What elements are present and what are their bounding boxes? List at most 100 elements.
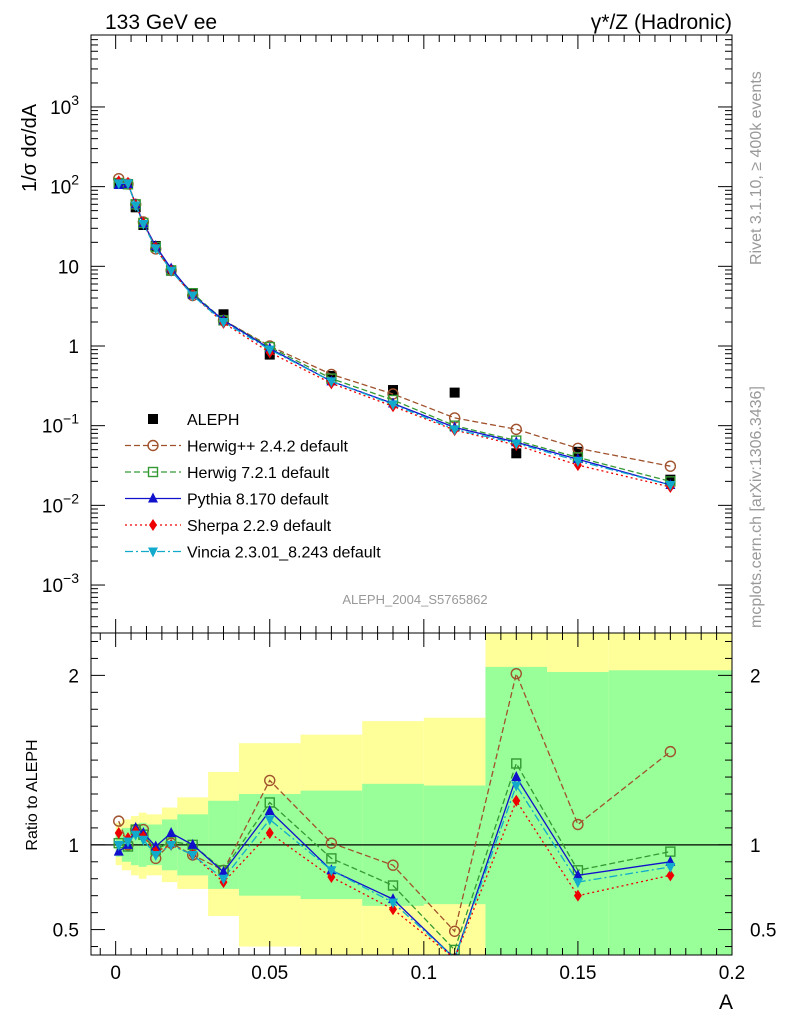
- main-point-0-11: [449, 387, 460, 398]
- ratio-plot-marks: [113, 667, 677, 955]
- main-y-tick-label: 10−2: [42, 490, 79, 517]
- ratio-y-tick-label-left: 2: [68, 666, 79, 687]
- ratio-point-2-12: [511, 771, 522, 782]
- main-point-5-5: [166, 266, 177, 277]
- ratio-y-tick-label-right: 0.5: [750, 921, 776, 942]
- main-y-tick-label: 10: [58, 257, 79, 278]
- legend-marker-3: [148, 492, 158, 503]
- ratio-point-1-10: [387, 880, 399, 891]
- main-y-tick-label: 102: [50, 172, 79, 199]
- main-y-axis-title: 1/σ dσ/dA: [19, 103, 41, 192]
- main-point-5-11: [449, 425, 460, 436]
- main-point-1-14: [664, 460, 677, 472]
- ratio-point-0-13: [572, 818, 584, 831]
- main-point-5-0: [113, 179, 124, 190]
- rivet-version-label: Rivet 3.1.10, ≥ 400k events: [748, 71, 765, 265]
- main-plot-panel: 10−3 10−2 10−1 1 10 102 103 ALEPH_2004_S576586…: [19, 34, 733, 634]
- ratio-point-4-10: [388, 898, 399, 909]
- legend: ALEPH Herwig++ 2.4.2 default Herwig 7.2.1 …: [125, 412, 381, 562]
- ratio-y-tick-label-right: 1: [750, 836, 761, 857]
- ratio-point-4-13: [572, 878, 583, 889]
- main-point-5-14: [665, 481, 676, 492]
- main-plot-marks: [113, 172, 677, 493]
- main-point-0-12: [511, 448, 522, 459]
- ratio-point-0-12: [510, 667, 522, 680]
- mcplots-label: mcplots.cern.ch [arXiv:1306.3436]: [748, 386, 765, 628]
- ratio-point-2-8: [264, 804, 275, 815]
- legend-entry-3: Pythia 8.170 default: [125, 492, 329, 509]
- main-point-5-3: [138, 219, 149, 230]
- main-plot-frame: [90, 34, 733, 634]
- ratio-point-3-9: [327, 871, 336, 884]
- ratio-y-tick-label-left: 1: [68, 836, 79, 857]
- main-y-tick-label: 1: [68, 337, 79, 358]
- legend-label-1: Herwig++ 2.4.2 default: [187, 439, 349, 456]
- ratio-point-3-12: [512, 794, 521, 807]
- ratio-point-4-1: [122, 837, 133, 848]
- main-point-5-9: [326, 377, 337, 388]
- ratio-inner-band-13: [547, 671, 609, 955]
- ratio-point-4-11: [449, 954, 460, 955]
- ratio-point-0-10: [387, 859, 399, 871]
- ratio-point-4-9: [326, 866, 337, 877]
- legend-marker-5: [148, 547, 158, 558]
- legend-entry-4: Sherpa 2.2.9 default: [125, 518, 332, 535]
- ratio-point-0-11: [448, 925, 461, 937]
- main-point-5-2: [130, 201, 141, 212]
- ratio-point-3-13: [573, 889, 582, 902]
- ratio-point-0-8: [264, 774, 276, 787]
- ratio-point-3-10: [389, 903, 398, 916]
- main-point-0-13: [572, 446, 583, 457]
- legend-entry-5: Vincia 2.3.01_8.243 default: [125, 545, 381, 562]
- ratio-point-3-0: [114, 826, 123, 839]
- x-tick-label: 0.05: [251, 963, 288, 984]
- legend-marker-0: [148, 414, 158, 424]
- main-point-5-6: [187, 291, 198, 302]
- main-point-5-4: [150, 244, 161, 255]
- x-tick-label: 0.1: [411, 963, 437, 984]
- main-series-5: [113, 179, 676, 492]
- legend-label-4: Sherpa 2.2.9 default: [187, 518, 332, 535]
- main-point-5-12: [511, 439, 522, 450]
- main-point-5-7: [218, 318, 229, 329]
- ratio-point-3-8: [265, 826, 274, 839]
- main-point-5-10: [388, 400, 399, 411]
- main-y-tick-label: 10−1: [42, 411, 79, 438]
- main-y-tick-label: 103: [50, 92, 79, 119]
- ratio-plot-axes: 0.5 0.5 1 1 2 2 0 0.05 0.1 0.15 0.2: [53, 633, 776, 984]
- main-point-0-7: [218, 309, 229, 320]
- ratio-point-4-8: [264, 815, 275, 826]
- ratio-point-2-5: [166, 826, 177, 837]
- x-tick-label: 0: [110, 963, 121, 984]
- legend-label-3: Pythia 8.170 default: [187, 492, 329, 509]
- legend-label-5: Vincia 2.3.01_8.243 default: [187, 545, 381, 562]
- legend-marker-4: [149, 519, 157, 531]
- main-point-5-1: [122, 179, 133, 190]
- ratio-plot-panel: 0.5 0.5 1 1 2 2 0 0.05 0.1 0.15 0.2 Ratio to ALEPH…: [24, 632, 776, 1014]
- main-series-line-2: [118, 182, 671, 483]
- legend-label-2: Herwig 7.2.1 default: [187, 465, 330, 482]
- ratio-point-4-4: [150, 851, 161, 862]
- ratio-point-4-3: [138, 835, 149, 846]
- ratio-point-2-6: [187, 838, 198, 849]
- analysis-id-label: ALEPH_2004_S5765862: [342, 592, 487, 607]
- legend-entry-1: Herwig++ 2.4.2 default: [125, 439, 349, 456]
- ratio-point-4-7: [218, 874, 229, 885]
- main-plot-axes: 10−3 10−2 10−1 1 10 102 103: [42, 34, 733, 633]
- legend-marker-1: [147, 439, 159, 452]
- legend-marker-2: [147, 466, 159, 478]
- ratio-point-4-12: [511, 781, 522, 792]
- header-right-label: γ*/Z (Hadronic): [591, 11, 732, 34]
- header-left-label: 133 GeV ee: [105, 11, 217, 34]
- legend-entry-0: ALEPH: [148, 412, 239, 429]
- main-point-5-8: [264, 345, 275, 356]
- main-point-1-12: [510, 423, 522, 436]
- ratio-point-4-6: [187, 851, 198, 862]
- ratio-y-axis-title: Ratio to ALEPH: [24, 739, 41, 850]
- x-tick-label: 0.2: [719, 963, 745, 984]
- ratio-point-0-0: [113, 815, 125, 827]
- legend-entry-2: Herwig 7.2.1 default: [125, 465, 330, 482]
- ratio-point-1-12: [511, 758, 522, 769]
- x-axis-title: A: [719, 991, 733, 1014]
